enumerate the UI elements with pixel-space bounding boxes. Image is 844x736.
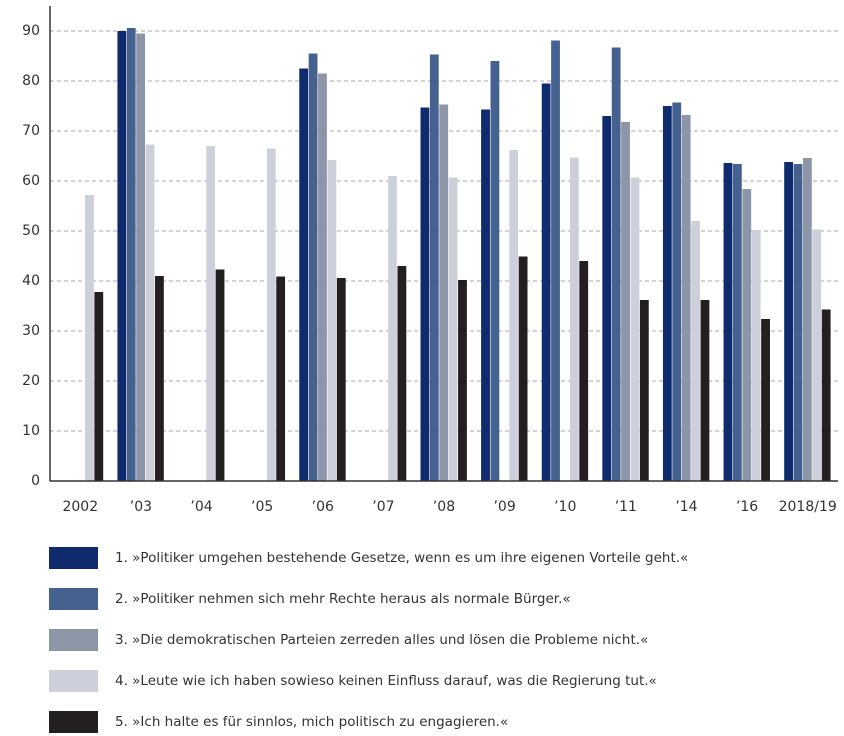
bar — [700, 300, 710, 481]
x-tick-label: 2018/19 — [779, 499, 837, 515]
y-tick-label: 30 — [22, 323, 40, 339]
bar — [761, 319, 770, 481]
bar — [518, 256, 528, 481]
x-tick-label: 2002 — [62, 499, 98, 515]
y-tick-label: 40 — [22, 273, 40, 289]
bar — [723, 163, 733, 481]
bar — [802, 158, 812, 481]
legend-swatch — [49, 547, 98, 569]
bar — [136, 33, 146, 481]
legend-text: 1. »Politiker umgehen bestehende Gesetze… — [115, 550, 688, 566]
y-tick-label: 50 — [22, 223, 40, 239]
bar — [155, 276, 164, 481]
x-tick-label: ’06 — [312, 499, 334, 515]
bar — [420, 107, 430, 481]
legend-text: 2. »Politiker nehmen sich mehr Rechte he… — [115, 591, 571, 607]
x-tick-label: ’05 — [251, 499, 273, 515]
bar — [551, 40, 560, 481]
bar — [308, 53, 318, 481]
bar — [812, 229, 822, 481]
bar — [327, 160, 337, 481]
legend-swatch — [49, 629, 98, 651]
bar — [681, 115, 691, 481]
bar — [215, 269, 225, 481]
bar — [266, 148, 276, 481]
bar — [621, 122, 630, 481]
y-tick-label: 0 — [31, 473, 40, 489]
bar — [490, 61, 500, 481]
x-tick-label: ’09 — [493, 499, 515, 515]
x-tick-label: ’03 — [130, 499, 152, 515]
bar — [732, 164, 742, 481]
bar — [793, 164, 803, 481]
legend-text: 3. »Die demokratischen Parteien zerreden… — [115, 632, 648, 648]
x-tick-label: ’10 — [554, 499, 576, 515]
bar — [541, 83, 551, 481]
bar — [742, 189, 752, 481]
bar — [276, 276, 286, 481]
bar — [397, 266, 407, 481]
bar — [662, 106, 672, 481]
y-tick-label: 90 — [22, 23, 40, 39]
y-tick-label: 20 — [22, 373, 40, 389]
bar — [85, 195, 94, 481]
y-tick-label: 80 — [22, 73, 40, 89]
y-tick-label: 10 — [22, 423, 40, 439]
bar — [145, 144, 155, 481]
bar — [481, 109, 490, 481]
bar — [458, 280, 467, 481]
bar — [117, 31, 127, 481]
legend-swatch — [49, 711, 98, 733]
bar — [336, 278, 346, 481]
bar — [126, 28, 136, 481]
bar — [672, 102, 682, 481]
bar — [751, 230, 761, 481]
y-tick-label: 70 — [22, 123, 40, 139]
bar — [429, 54, 439, 481]
bar — [569, 157, 579, 481]
bar — [448, 177, 458, 481]
x-tick-label: ’08 — [433, 499, 455, 515]
x-tick-label: ’14 — [675, 499, 697, 515]
legend-text: 4. »Leute wie ich haben sowieso keinen E… — [115, 673, 657, 689]
x-tick-label: ’16 — [736, 499, 758, 515]
bar — [579, 261, 589, 481]
x-tick-label: ’11 — [615, 499, 637, 515]
bar — [639, 300, 649, 481]
bar — [94, 292, 104, 481]
bar — [318, 73, 327, 481]
bar — [388, 176, 397, 481]
legend-swatch — [49, 588, 98, 610]
y-tick-label: 60 — [22, 173, 40, 189]
bar — [206, 146, 216, 481]
bar — [784, 162, 793, 481]
legend-swatch — [49, 670, 98, 692]
bar — [509, 150, 519, 481]
bar — [299, 68, 309, 481]
bar — [691, 221, 700, 481]
x-tick-label: ’04 — [190, 499, 212, 515]
bar — [630, 177, 640, 481]
bar — [602, 116, 612, 481]
bar — [439, 104, 449, 481]
legend-text: 5. »Ich halte es für sinnlos, mich polit… — [115, 714, 508, 730]
bar — [611, 47, 621, 481]
bar — [821, 309, 831, 481]
x-tick-label: ’07 — [372, 499, 394, 515]
